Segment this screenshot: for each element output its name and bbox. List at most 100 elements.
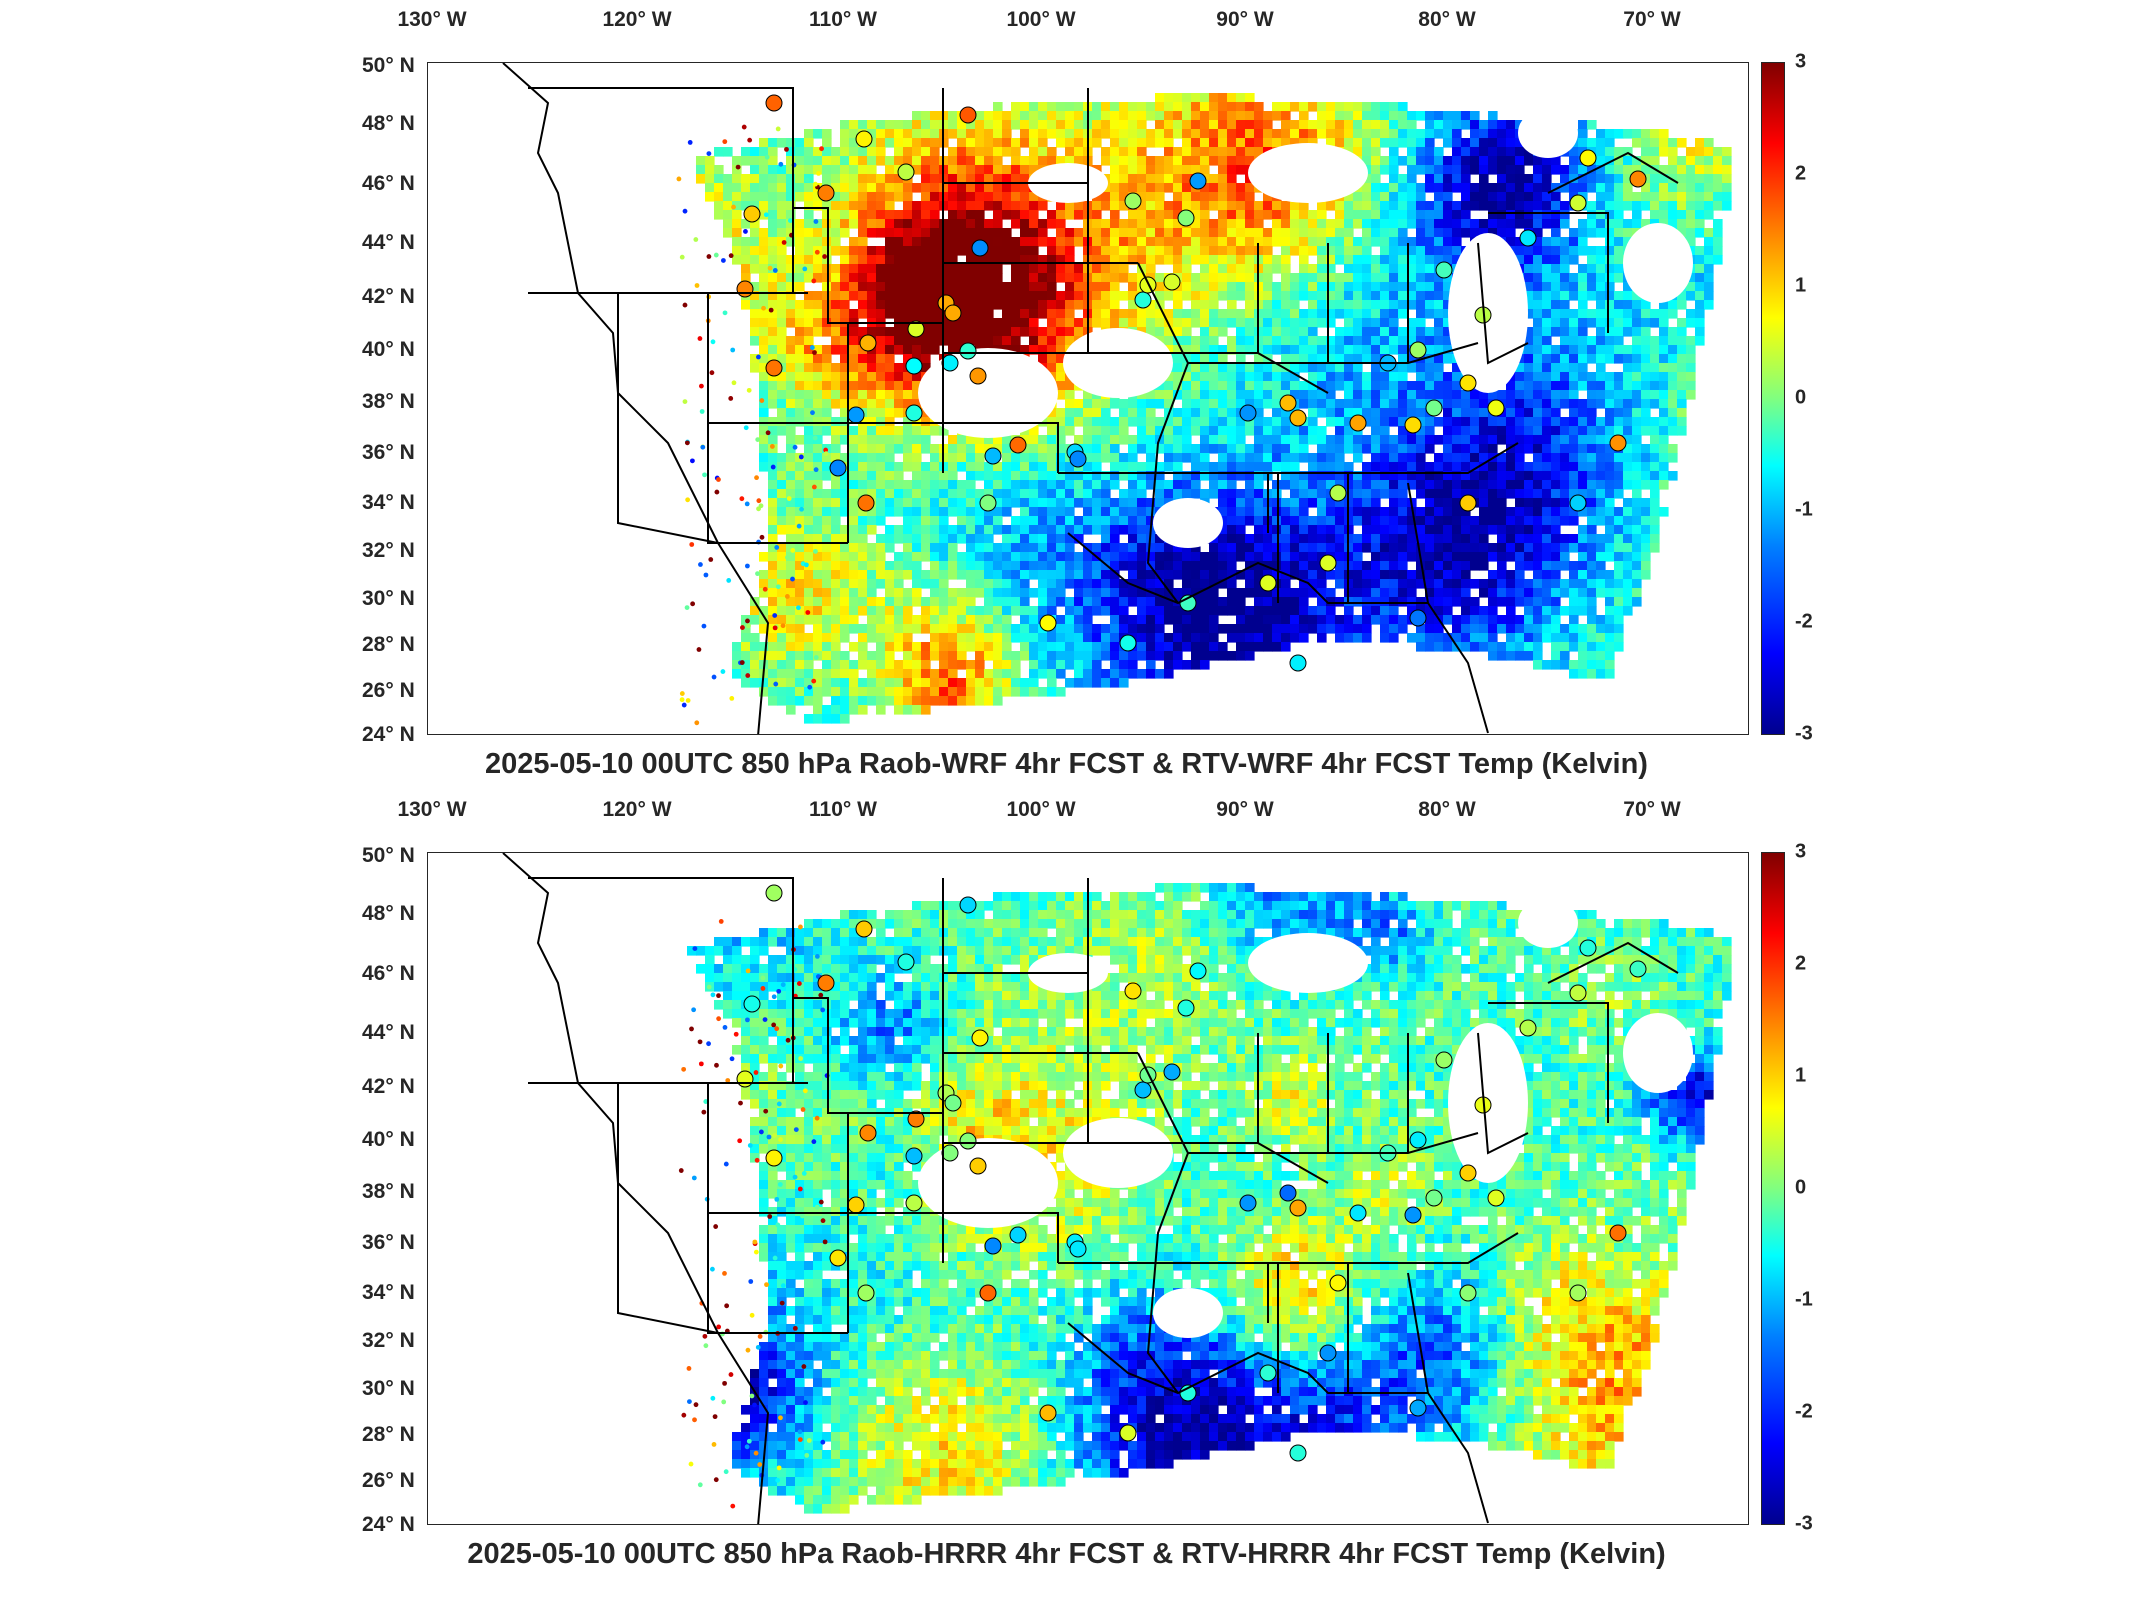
- field-cell: [1299, 435, 1309, 445]
- field-cell: [1704, 156, 1714, 166]
- field-cell: [840, 507, 850, 517]
- field-cell: [1119, 543, 1129, 553]
- field-cell: [1389, 480, 1399, 490]
- field-cell: [858, 210, 868, 220]
- field-cell: [1542, 525, 1552, 535]
- field-cell: [1353, 444, 1363, 454]
- field-cell: [1119, 264, 1129, 274]
- field-cell: [1542, 192, 1552, 202]
- field-cell: [1200, 291, 1210, 301]
- field-cell: [822, 381, 832, 391]
- field-cell: [777, 372, 787, 382]
- field-cell: [885, 309, 895, 319]
- field-cell: [1344, 318, 1354, 328]
- field-cell: [1704, 282, 1714, 292]
- field-cell: [912, 507, 922, 517]
- field-cell: [840, 246, 850, 256]
- field-cell: [1389, 282, 1399, 292]
- field-cell: [768, 399, 778, 409]
- field-cell: [786, 426, 796, 436]
- field-cell: [1038, 543, 1048, 553]
- field-cell: [876, 372, 886, 382]
- field-cell: [1182, 552, 1192, 562]
- field-cell: [1605, 174, 1615, 184]
- field-cell: [741, 255, 751, 265]
- field-cell: [1074, 291, 1084, 301]
- field-cell: [1578, 462, 1588, 472]
- field-cell: [1506, 237, 1516, 247]
- field-cell: [903, 399, 913, 409]
- field-cell: [1434, 282, 1444, 292]
- field-cell: [1362, 309, 1372, 319]
- field-cell: [957, 516, 967, 526]
- field-cell: [1479, 219, 1489, 229]
- field-cell: [1011, 327, 1021, 337]
- field-cell: [1299, 273, 1309, 283]
- field-cell: [777, 192, 787, 202]
- field-cell: [912, 444, 922, 454]
- field-cell: [822, 264, 832, 274]
- field-cell: [1047, 507, 1057, 517]
- field-cell: [1542, 471, 1552, 481]
- field-cell: [732, 174, 742, 184]
- field-cell: [1029, 120, 1039, 130]
- field-cell: [777, 489, 787, 499]
- field-cell: [1092, 525, 1102, 535]
- field-cell: [1398, 471, 1408, 481]
- field-cell: [1641, 300, 1651, 310]
- field-cell: [1137, 201, 1147, 211]
- field-cell: [768, 480, 778, 490]
- field-cell: [903, 192, 913, 202]
- field-cell: [1578, 291, 1588, 301]
- field-cell: [1605, 165, 1615, 175]
- field-cell: [930, 147, 940, 157]
- field-cell: [1110, 534, 1120, 544]
- field-cell: [1263, 138, 1273, 148]
- field-cell: [876, 327, 886, 337]
- lat-label: 36° N: [362, 441, 415, 464]
- field-cell: [930, 516, 940, 526]
- field-cell: [795, 408, 805, 418]
- field-cell: [759, 327, 769, 337]
- field-cell: [1101, 282, 1111, 292]
- field-cell: [1335, 291, 1345, 301]
- field-cell: [1200, 444, 1210, 454]
- field-cell: [1146, 174, 1156, 184]
- field-cell: [1317, 264, 1327, 274]
- field-cell: [1101, 192, 1111, 202]
- field-cell: [1623, 345, 1633, 355]
- field-cell: [1416, 291, 1426, 301]
- field-cell: [777, 561, 787, 571]
- field-cell: [1263, 399, 1273, 409]
- field-cell: [1353, 147, 1363, 157]
- field-cell: [822, 300, 832, 310]
- field-cell: [1650, 210, 1660, 220]
- field-cell: [804, 444, 814, 454]
- field-cell: [921, 471, 931, 481]
- field-cell: [1011, 480, 1021, 490]
- field-cell: [948, 453, 958, 463]
- field-cell: [1065, 147, 1075, 157]
- field-cell: [1119, 435, 1129, 445]
- field-cell: [1560, 336, 1570, 346]
- field-cell: [1614, 183, 1624, 193]
- field-cell: [1002, 318, 1012, 328]
- field-cell: [1272, 543, 1282, 553]
- field-cell: [930, 498, 940, 508]
- field-cell: [1560, 534, 1570, 544]
- field-cell: [1290, 237, 1300, 247]
- field-cell: [804, 147, 814, 157]
- lon-label: 100° W: [1006, 8, 1076, 31]
- field-cell: [903, 273, 913, 283]
- field-cell: [1443, 426, 1453, 436]
- field-cell: [1452, 183, 1462, 193]
- field-cell: [1011, 102, 1021, 112]
- field-cell: [1182, 345, 1192, 355]
- field-cell: [1668, 372, 1678, 382]
- field-cell: [1371, 120, 1381, 130]
- field-cell: [1551, 525, 1561, 535]
- field-cell: [1587, 426, 1597, 436]
- field-cell: [894, 210, 904, 220]
- field-cell: [1290, 426, 1300, 436]
- field-cell: [786, 201, 796, 211]
